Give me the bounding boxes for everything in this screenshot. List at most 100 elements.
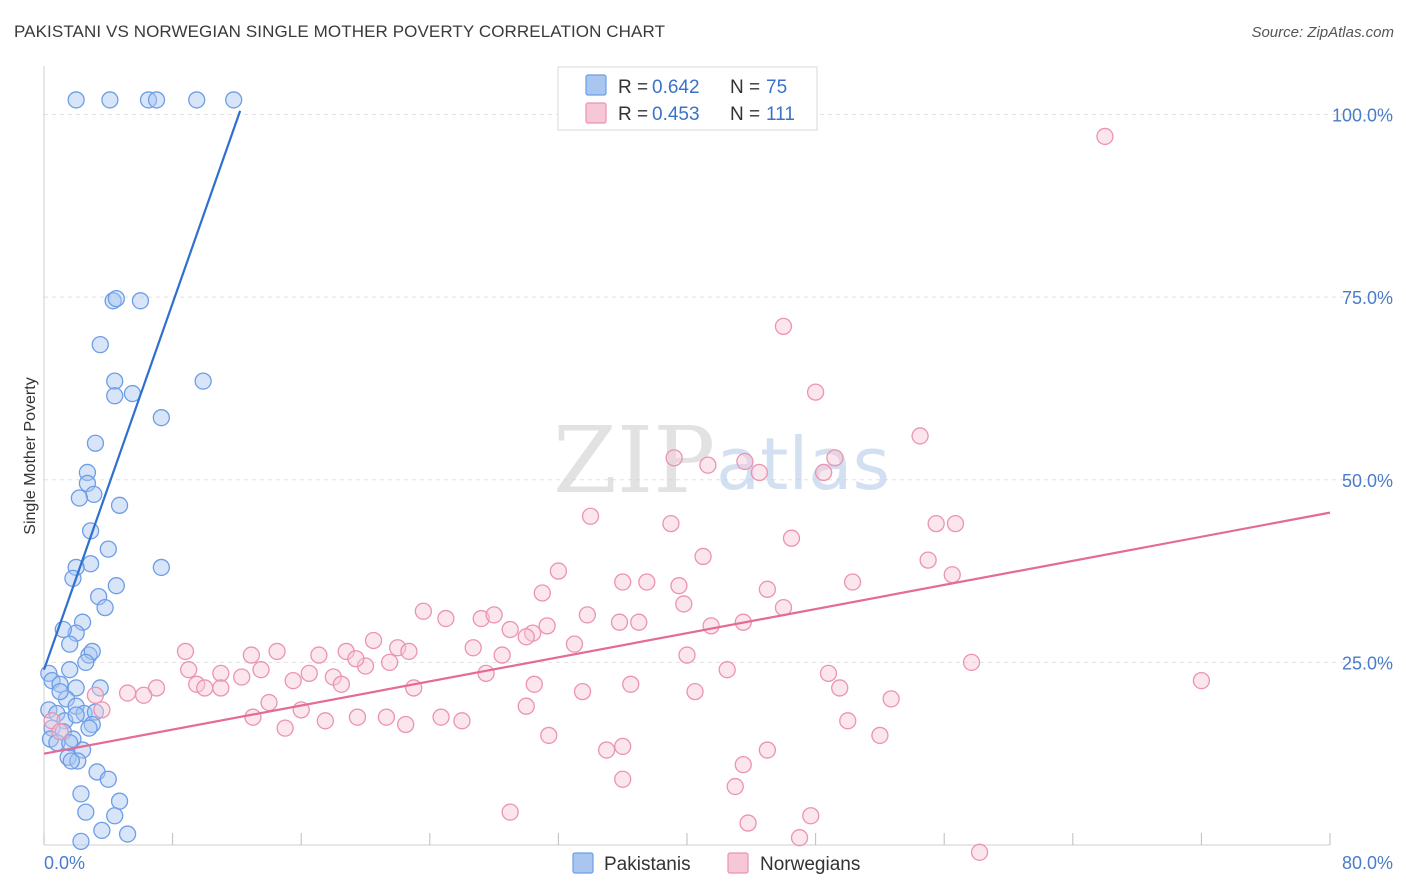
point-norwegians-1 <box>774 317 793 336</box>
point-pakistanis-69 <box>106 807 124 825</box>
point-norwegians-53 <box>678 646 696 664</box>
point-norwegians-72 <box>831 679 849 697</box>
point-norwegians-73 <box>882 690 900 708</box>
point-norwegians-80 <box>135 686 153 704</box>
point-pakistanis-62 <box>51 682 69 701</box>
point-norwegians-24 <box>758 580 777 598</box>
legend-n-label-norwegians: N = <box>730 104 760 125</box>
point-norwegians-5 <box>699 456 717 474</box>
point-norwegians-12 <box>927 514 945 533</box>
point-pakistanis-67 <box>72 785 90 803</box>
point-norwegians-7 <box>750 463 768 482</box>
point-norwegians-20 <box>670 577 688 595</box>
point-pakistanis-19 <box>70 489 89 507</box>
point-norwegians-98 <box>614 737 632 756</box>
point-norwegians-23 <box>675 595 693 613</box>
series-legend-label-norwegians: Norwegians <box>760 854 860 875</box>
point-norwegians-78 <box>212 679 230 697</box>
point-norwegians-94 <box>397 715 415 734</box>
legend-swatch-pakistanis <box>585 74 607 96</box>
point-norwegians-34 <box>630 613 648 631</box>
point-pakistanis-3 <box>147 91 166 109</box>
trend-line-norwegians <box>43 511 1331 755</box>
point-norwegians-27 <box>472 609 490 628</box>
point-norwegians-95 <box>517 697 535 715</box>
point-norwegians-100 <box>839 712 857 730</box>
point-norwegians-47 <box>310 646 328 664</box>
point-pakistanis-70 <box>93 821 111 840</box>
point-norwegians-11 <box>662 514 680 533</box>
point-norwegians-31 <box>578 606 596 624</box>
point-norwegians-13 <box>946 514 965 533</box>
gridlines <box>44 114 1395 663</box>
point-pakistanis-48 <box>40 701 58 719</box>
trend-lines <box>42 110 1331 755</box>
point-pakistanis-27 <box>152 558 170 577</box>
watermark-atlas: atlas <box>716 422 890 506</box>
point-pakistanis-9 <box>91 335 109 354</box>
point-norwegians-70 <box>622 675 640 693</box>
point-pakistanis-66 <box>99 770 117 788</box>
y-tick-label-0: 25.0% <box>1342 653 1393 673</box>
point-norwegians-76 <box>147 679 166 697</box>
point-norwegians-97 <box>597 741 616 759</box>
point-pakistanis-41 <box>67 679 85 697</box>
series-legend-label-pakistanis: Pakistanis <box>604 854 691 875</box>
point-norwegians-87 <box>244 708 262 726</box>
point-norwegians-108 <box>802 807 820 825</box>
point-norwegians-39 <box>364 631 383 650</box>
point-norwegians-0 <box>1096 127 1114 146</box>
point-pakistanis-28 <box>90 587 108 606</box>
legend-r-value-norwegians: 0.453 <box>652 104 700 125</box>
point-norwegians-3 <box>911 427 929 445</box>
point-norwegians-63 <box>252 661 270 679</box>
point-norwegians-64 <box>284 671 302 690</box>
point-norwegians-85 <box>260 693 278 712</box>
point-norwegians-61 <box>233 668 251 686</box>
point-norwegians-84 <box>51 723 69 741</box>
point-norwegians-41 <box>400 642 418 661</box>
point-norwegians-81 <box>86 686 105 704</box>
point-pakistanis-4 <box>188 91 206 109</box>
point-norwegians-19 <box>638 573 656 591</box>
point-norwegians-18 <box>614 573 632 591</box>
point-norwegians-28 <box>485 606 503 624</box>
point-norwegians-2 <box>806 383 825 401</box>
legend-r-label-pakistanis: R = <box>618 77 648 98</box>
point-norwegians-16 <box>919 551 937 569</box>
x-tick-label-1: 80.0% <box>1342 853 1393 873</box>
point-pakistanis-60 <box>80 719 98 737</box>
point-norwegians-103 <box>614 770 632 788</box>
watermark-zip: ZIP <box>553 407 715 514</box>
point-pakistanis-59 <box>61 734 79 752</box>
legend-n-value-norwegians: 111 <box>766 104 795 125</box>
series-pakistanis <box>40 91 243 850</box>
series-legend-swatch-norwegians <box>727 852 749 874</box>
x-tick-label-0: 0.0% <box>44 853 85 873</box>
point-norwegians-49 <box>380 653 399 672</box>
point-pakistanis-22 <box>99 540 117 558</box>
point-norwegians-105 <box>501 803 519 821</box>
point-norwegians-46 <box>268 642 286 661</box>
point-pakistanis-15 <box>86 434 105 452</box>
point-pakistanis-35 <box>83 642 101 661</box>
legend-r-label-norwegians: R = <box>618 104 648 125</box>
point-norwegians-9 <box>826 449 844 467</box>
point-norwegians-91 <box>316 712 334 730</box>
point-norwegians-75 <box>1192 671 1211 690</box>
point-pakistanis-0 <box>67 91 85 109</box>
point-norwegians-51 <box>493 646 511 664</box>
chart-title: PAKISTANI VS NORWEGIAN SINGLE MOTHER POV… <box>14 22 666 41</box>
point-norwegians-77 <box>196 679 214 697</box>
point-norwegians-60 <box>212 664 230 682</box>
point-norwegians-101 <box>871 726 889 745</box>
watermark: ZIP atlas <box>553 407 890 514</box>
point-norwegians-107 <box>790 829 809 847</box>
point-pakistanis-26 <box>107 577 125 595</box>
point-pakistanis-20 <box>110 496 129 514</box>
y-tick-label-2: 75.0% <box>1342 288 1393 308</box>
point-norwegians-38 <box>943 566 961 584</box>
point-pakistanis-65 <box>77 803 95 821</box>
point-norwegians-102 <box>734 755 752 774</box>
point-norwegians-21 <box>843 573 862 591</box>
